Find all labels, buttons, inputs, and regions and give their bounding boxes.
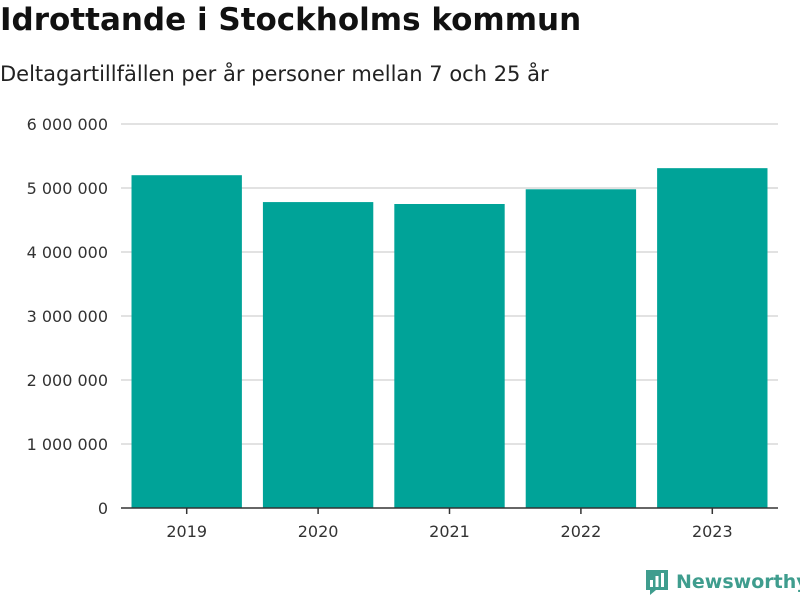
x-tick-label: 2023 [692, 522, 733, 541]
x-tick-label: 2019 [166, 522, 207, 541]
brand-logo: Newsworthy [644, 568, 800, 596]
chart-title: Idrottande i Stockholms kommun [0, 2, 582, 38]
axes [121, 507, 778, 514]
y-tick-label: 0 [98, 499, 108, 518]
bar-2021 [394, 204, 505, 508]
bar-2020 [262, 202, 374, 508]
x-tick-label: 2022 [561, 522, 602, 541]
chart-subtitle: Deltagartillfällen per år personer mella… [0, 62, 549, 86]
x-tick-label: 2020 [298, 522, 339, 541]
y-tick-label: 3 000 000 [27, 307, 108, 326]
y-tick-label: 5 000 000 [27, 179, 108, 198]
bar-2023 [657, 168, 768, 508]
newsworthy-logo-icon [646, 570, 668, 595]
bars [131, 168, 768, 508]
brand-name: Newsworthy [676, 571, 800, 593]
y-tick-labels: 0 1 000 000 2 000 000 3 000 000 4 000 000 5 0… [27, 115, 108, 518]
bar-2022 [525, 189, 637, 508]
x-tick-labels: 2019 2020 2021 2022 2023 [166, 522, 732, 541]
y-tick-label: 1 000 000 [27, 435, 108, 454]
x-tick-label: 2021 [429, 522, 470, 541]
y-tick-label: 6 000 000 [27, 115, 108, 134]
y-tick-label: 4 000 000 [27, 243, 108, 262]
bar-2019 [131, 175, 242, 508]
y-tick-label: 2 000 000 [27, 371, 108, 390]
